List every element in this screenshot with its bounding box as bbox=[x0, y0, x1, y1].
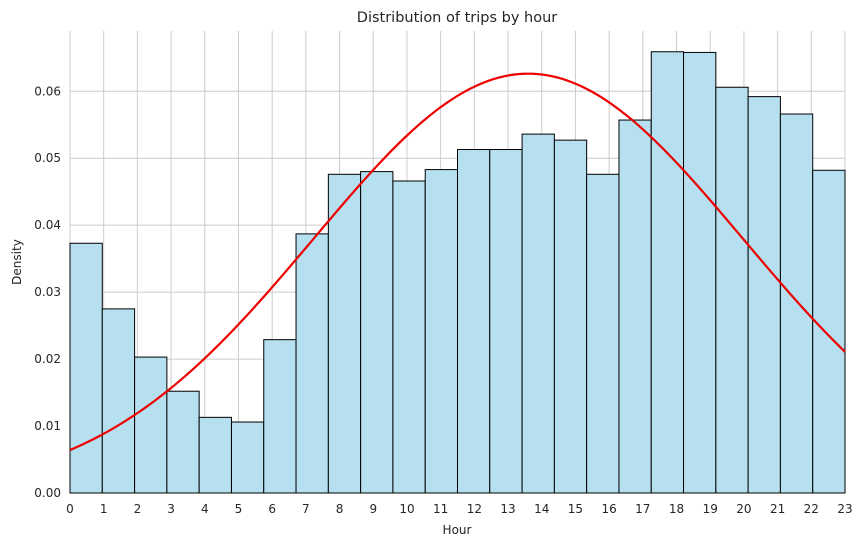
histogram-bar bbox=[521, 133, 555, 494]
chart-title: Distribution of trips by hour bbox=[357, 10, 557, 26]
x-tick-label: 14 bbox=[534, 502, 549, 516]
x-tick-label: 22 bbox=[804, 502, 819, 516]
y-tick-label: 0.00 bbox=[34, 486, 61, 500]
x-tick-label: 20 bbox=[736, 502, 751, 516]
x-tick-label: 11 bbox=[433, 502, 448, 516]
histogram-bar bbox=[779, 113, 814, 494]
x-tick-label: 10 bbox=[399, 502, 414, 516]
x-tick-label: 23 bbox=[837, 502, 852, 516]
histogram-bar bbox=[166, 390, 200, 494]
histogram-bar bbox=[715, 86, 749, 494]
y-axis-ticks: 0.00 0.01 0.02 0.03 0.04 0.05 0.06 bbox=[34, 84, 61, 500]
y-tick-label: 0.01 bbox=[34, 419, 61, 433]
histogram-bar bbox=[134, 356, 168, 494]
histogram-bar bbox=[424, 169, 459, 494]
histogram-bar bbox=[553, 139, 588, 494]
x-tick-label: 19 bbox=[703, 502, 718, 516]
x-tick-label: 13 bbox=[500, 502, 515, 516]
x-axis-ticks: 0 1 2 3 4 5 6 7 8 9 10 11 12 13 14 15 16 17 18 19 20 21 22 23 bbox=[66, 502, 852, 516]
x-tick-label: 6 bbox=[268, 502, 276, 516]
histogram-bar bbox=[263, 339, 297, 494]
density-curve bbox=[69, 72, 846, 452]
histogram-bar bbox=[327, 173, 362, 494]
histogram-bar bbox=[747, 96, 781, 494]
histogram-bar bbox=[489, 149, 523, 494]
histogram-bar bbox=[101, 308, 136, 494]
x-tick-label: 4 bbox=[201, 502, 209, 516]
histogram-bar bbox=[69, 242, 103, 494]
histogram-bar bbox=[360, 171, 394, 494]
x-tick-label: 5 bbox=[235, 502, 243, 516]
y-tick-label: 0.03 bbox=[34, 285, 61, 299]
histogram-bar bbox=[586, 173, 620, 494]
x-tick-label: 16 bbox=[601, 502, 616, 516]
x-tick-label: 17 bbox=[635, 502, 650, 516]
x-tick-label: 9 bbox=[369, 502, 377, 516]
x-tick-label: 8 bbox=[336, 502, 344, 516]
histogram-bar bbox=[392, 180, 426, 494]
x-tick-label: 7 bbox=[302, 502, 310, 516]
x-tick-label: 1 bbox=[100, 502, 108, 516]
y-tick-label: 0.05 bbox=[34, 151, 61, 165]
x-axis-label: Hour bbox=[443, 523, 472, 537]
x-tick-label: 2 bbox=[134, 502, 142, 516]
histogram-bars bbox=[69, 51, 846, 494]
x-tick-label: 18 bbox=[669, 502, 684, 516]
histogram-bar bbox=[230, 421, 265, 494]
x-tick-label: 0 bbox=[66, 502, 74, 516]
x-tick-label: 15 bbox=[568, 502, 583, 516]
y-tick-label: 0.02 bbox=[34, 352, 61, 366]
histogram-bar bbox=[198, 416, 232, 494]
histogram-bar bbox=[812, 169, 846, 494]
histogram-bar bbox=[650, 51, 685, 494]
x-tick-label: 12 bbox=[467, 502, 482, 516]
x-tick-label: 3 bbox=[167, 502, 175, 516]
x-tick-label: 21 bbox=[770, 502, 785, 516]
histogram-bar bbox=[618, 119, 652, 494]
y-tick-label: 0.06 bbox=[34, 84, 61, 98]
histogram-bar bbox=[295, 233, 329, 494]
y-tick-label: 0.04 bbox=[34, 218, 61, 232]
histogram-bar bbox=[683, 51, 717, 494]
histogram-bar bbox=[457, 149, 491, 494]
y-axis-label: Density bbox=[10, 239, 24, 285]
